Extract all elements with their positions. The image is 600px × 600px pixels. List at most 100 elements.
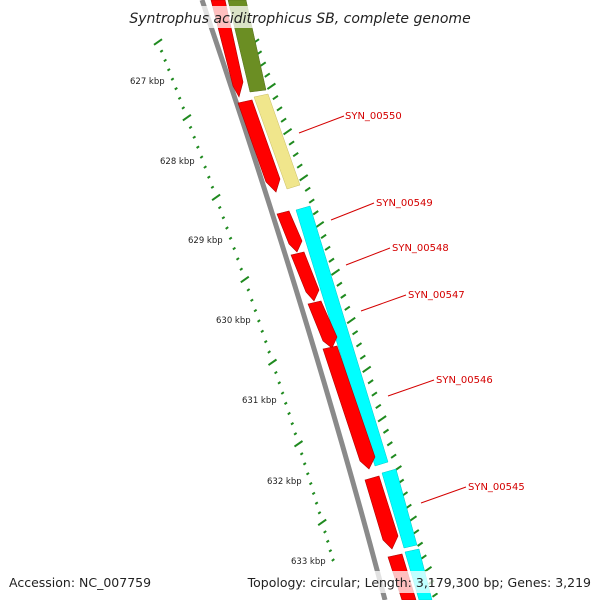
scale-label-629: 629 kbp <box>188 236 223 246</box>
gene-leader-lines <box>298 115 467 504</box>
scale-tick-minor <box>192 135 197 139</box>
scale-tick-inner-minor <box>359 354 366 360</box>
scale-tick-inner-minor <box>324 245 331 251</box>
scale-tick-minor <box>177 96 182 100</box>
scale-tick-inner-minor <box>371 391 378 397</box>
scale-tick-minor <box>263 339 268 344</box>
scale-tick-inner-minor <box>355 342 363 348</box>
scale-label-632: 632 kbp <box>267 477 302 487</box>
scale-tick-inner-minor <box>260 61 267 67</box>
scale-tick-minor <box>328 549 333 553</box>
scale-tick-minor <box>225 226 229 230</box>
cds-arrow-syn-00550[interactable] <box>237 99 281 193</box>
scale-tick-inner-minor <box>336 281 343 287</box>
leader-syn-00547 <box>360 294 407 312</box>
scale-tick-minor <box>267 350 271 354</box>
scale-tick-minor <box>308 481 313 486</box>
scale-tick-inner-minor <box>386 441 393 447</box>
scale-label-628: 628 kbp <box>160 157 195 167</box>
gene-label-syn-00547[interactable]: SYN_00547 <box>408 290 465 301</box>
feature-khaki[interactable] <box>253 93 301 190</box>
scale-tick-minor <box>232 246 236 251</box>
scale-tick-inner-minor <box>296 163 303 169</box>
scale-tick-minor <box>253 308 258 313</box>
scale-tick-inner-minor <box>272 94 279 101</box>
scale-tick-inner-minor <box>405 503 412 509</box>
footer-background <box>0 571 600 593</box>
leader-syn-00548 <box>345 247 391 266</box>
scale-tick-minor <box>228 236 233 241</box>
scale-tick-major <box>240 275 250 284</box>
scale-tick-minor <box>283 401 288 406</box>
scale-label-627: 627 kbp <box>130 77 165 87</box>
scale-label-631: 631 kbp <box>242 396 277 406</box>
scale-tick-inner-minor <box>420 554 427 560</box>
gene-label-syn-00550[interactable]: SYN_00550 <box>345 111 402 122</box>
scale-ticks-right <box>250 38 439 598</box>
scale-tick-inner-minor <box>413 529 420 535</box>
scale-tick-inner-minor <box>352 330 359 336</box>
scale-tick-minor <box>287 411 291 416</box>
scale-tick-major <box>267 358 278 366</box>
scale-tick-inner-minor <box>264 72 271 78</box>
cds-arrow-syn-00545[interactable] <box>364 475 399 550</box>
scale-tick-inner-major <box>377 415 387 423</box>
scale-tick-minor <box>280 391 285 395</box>
scale-tick-minor <box>239 267 244 271</box>
scale-tick-inner-major <box>283 127 293 136</box>
gene-label-syn-00549[interactable]: SYN_00549 <box>376 198 433 209</box>
scale-tick-minor <box>203 165 207 169</box>
scale-tick-minor <box>181 106 186 110</box>
scale-tick-minor <box>299 452 304 456</box>
scale-ticks-left <box>153 38 335 562</box>
scale-tick-minor <box>323 530 327 534</box>
scale-tick-inner-minor <box>382 428 390 434</box>
gene-label-syn-00545[interactable]: SYN_00545 <box>468 482 525 493</box>
scale-tick-inner-minor <box>417 541 424 547</box>
feature-cyan-2[interactable] <box>381 468 418 549</box>
scale-tick-minor <box>188 125 193 130</box>
scale-tick-inner-minor <box>280 117 287 123</box>
scale-tick-inner-minor <box>344 305 351 311</box>
leader-syn-00545 <box>420 486 467 504</box>
scale-tick-inner-major <box>362 365 372 374</box>
scale-tick-inner-minor <box>276 106 283 112</box>
genome-backbone <box>199 0 388 600</box>
scale-tick-minor <box>246 288 251 292</box>
scale-tick-inner-minor <box>292 151 299 158</box>
scale-tick-minor <box>274 370 278 375</box>
cds-arrow-syn-00549[interactable] <box>276 210 303 253</box>
scale-tick-inner-major <box>346 316 356 325</box>
scale-tick-inner-minor <box>328 257 335 263</box>
gene-label-syn-00546[interactable]: SYN_00546 <box>436 375 493 386</box>
scale-tick-minor <box>305 472 310 476</box>
scale-tick-minor <box>217 205 222 210</box>
cds-arrow-syn-00548[interactable] <box>290 251 320 302</box>
leader-syn-00549 <box>330 202 375 221</box>
leader-syn-00550 <box>298 115 345 134</box>
cds-arrow-syn-00546[interactable] <box>322 345 376 470</box>
scale-tick-minor <box>325 539 330 544</box>
leader-syn-00546 <box>387 379 435 397</box>
scale-tick-minor <box>331 558 335 562</box>
scale-tick-inner-minor <box>320 233 327 240</box>
scale-tick-minor <box>199 155 204 159</box>
scale-tick-inner-minor <box>288 140 295 146</box>
gene-labels: SYN_00550 SYN_00549 SYN_00548 SYN_00547 … <box>345 111 525 493</box>
cds-arrow-syn-00547[interactable] <box>307 300 338 349</box>
scale-label-630: 630 kbp <box>216 316 251 326</box>
gene-label-syn-00548[interactable]: SYN_00548 <box>392 243 449 254</box>
scale-tick-minor <box>170 77 175 81</box>
scale-tick-inner-minor <box>390 453 397 459</box>
scale-tick-minor <box>277 381 282 385</box>
scale-tick-minor <box>207 175 211 179</box>
scale-tick-inner-major <box>315 220 325 229</box>
scale-tick-inner-minor <box>312 210 319 216</box>
scale-tick-inner-minor <box>308 198 315 204</box>
scale-tick-inner-major <box>299 174 309 182</box>
scale-tick-minor <box>174 86 178 91</box>
scale-tick-minor <box>290 421 295 426</box>
accession-text: Accession: NC_007759 <box>9 575 151 590</box>
scale-tick-minor <box>196 145 200 149</box>
